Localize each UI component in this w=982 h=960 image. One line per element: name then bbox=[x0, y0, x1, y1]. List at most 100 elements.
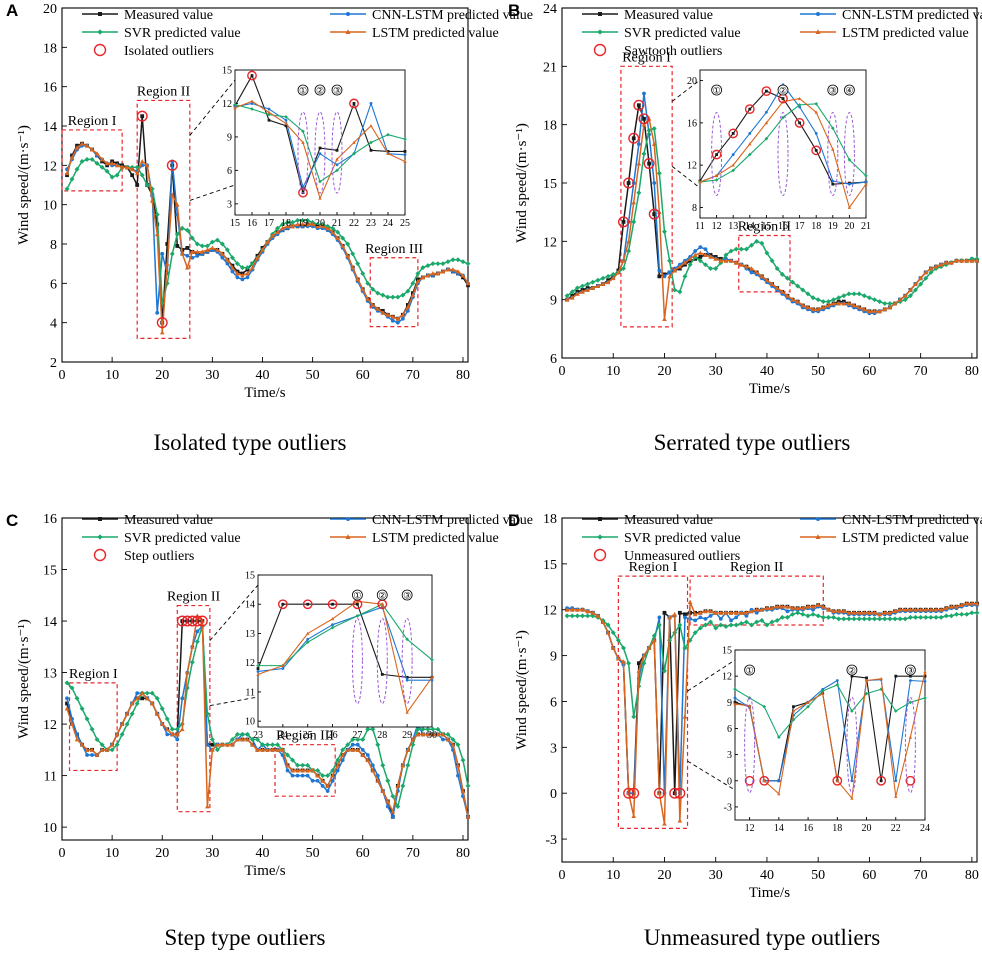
data-point-svr bbox=[928, 269, 934, 275]
plot-frame bbox=[61, 517, 469, 841]
series-line-cnn_lstm bbox=[257, 606, 432, 681]
data-point-measured bbox=[100, 159, 104, 164]
marker-badge bbox=[711, 84, 722, 96]
data-point-cnn_lstm bbox=[240, 277, 245, 282]
data-point-lstm bbox=[460, 272, 466, 278]
data-point-svr bbox=[325, 773, 331, 779]
legend-marker-cnn_lstm bbox=[346, 12, 350, 16]
data-point-measured bbox=[267, 118, 271, 122]
x-tick-label: 40 bbox=[255, 368, 269, 383]
data-point-lstm bbox=[749, 266, 754, 271]
data-point-cnn_lstm bbox=[370, 763, 375, 768]
data-point-lstm bbox=[862, 610, 867, 615]
data-point-lstm bbox=[109, 160, 115, 166]
data-point-measured bbox=[657, 274, 662, 279]
data-point-svr bbox=[385, 294, 391, 300]
data-point-svr bbox=[795, 283, 801, 289]
data-point-svr bbox=[164, 280, 170, 286]
x-tick-label: 10 bbox=[606, 364, 620, 379]
data-point-lstm bbox=[902, 293, 908, 298]
data-point-svr bbox=[943, 262, 949, 268]
y-tick-label: 2 bbox=[50, 356, 57, 371]
outlier-marker bbox=[617, 216, 629, 228]
data-point-svr bbox=[864, 691, 869, 696]
data-point-svr bbox=[631, 219, 637, 225]
data-point-svr bbox=[300, 762, 306, 768]
marker-number: ① bbox=[353, 591, 361, 601]
legend-label-cnn_lstm: CNN-LSTM predicted value bbox=[842, 513, 982, 528]
series-group bbox=[564, 91, 980, 322]
data-point-lstm bbox=[245, 271, 250, 276]
outlier-marker bbox=[711, 149, 722, 160]
outlier-marker bbox=[794, 117, 805, 128]
legend-label-measured: Measured value bbox=[624, 8, 713, 23]
series-line-svr bbox=[258, 603, 433, 667]
data-point-lstm bbox=[718, 258, 724, 263]
data-point-svr bbox=[179, 225, 185, 231]
data-point-measured bbox=[749, 268, 754, 273]
y-tick-label: 20 bbox=[43, 2, 57, 17]
outlier-marker bbox=[628, 132, 640, 144]
data-point-svr bbox=[435, 261, 441, 267]
data-point-svr bbox=[877, 616, 883, 622]
data-point-svr bbox=[345, 742, 351, 748]
data-point-lstm bbox=[380, 602, 384, 606]
data-point-svr bbox=[84, 716, 90, 722]
marker-badge bbox=[352, 589, 363, 601]
marker-number: ② bbox=[378, 591, 386, 601]
data-point-lstm bbox=[119, 721, 125, 726]
outlier-marker bbox=[191, 615, 203, 627]
marker-number: ① bbox=[746, 666, 754, 676]
data-point-lstm bbox=[846, 610, 852, 615]
data-point-svr bbox=[425, 726, 431, 732]
legend-label-svr: SVR predicted value bbox=[624, 26, 741, 41]
data-point-lstm bbox=[320, 223, 325, 229]
data-point-lstm bbox=[569, 295, 575, 300]
x-tick-label: 20 bbox=[657, 868, 671, 883]
data-point-lstm bbox=[892, 301, 898, 306]
data-point-lstm bbox=[284, 121, 288, 125]
data-point-lstm bbox=[385, 312, 391, 317]
y-tick-label: 16 bbox=[687, 118, 697, 129]
y-axis-title: Wind speed/(m·s⁻¹) bbox=[514, 630, 530, 750]
data-point-svr bbox=[233, 102, 237, 107]
highlight-ellipse bbox=[843, 112, 855, 196]
x-tick-label: 20 bbox=[862, 823, 872, 834]
x-tick-label: 23 bbox=[366, 218, 376, 229]
data-point-svr bbox=[661, 229, 667, 235]
y-tick-label: 4 bbox=[50, 317, 57, 332]
data-point-svr bbox=[687, 262, 693, 268]
data-point-lstm bbox=[739, 262, 744, 267]
data-point-lstm bbox=[564, 607, 570, 612]
data-point-cnn_lstm bbox=[698, 615, 703, 620]
data-point-svr bbox=[89, 726, 95, 732]
data-point-cnn_lstm bbox=[798, 105, 801, 109]
data-point-lstm bbox=[797, 96, 802, 100]
data-point-svr bbox=[94, 160, 100, 166]
data-point-lstm bbox=[805, 604, 811, 609]
data-point-cnn_lstm bbox=[698, 245, 703, 250]
data-point-svr bbox=[820, 689, 825, 693]
data-point-measured bbox=[335, 148, 339, 152]
y-tick-label: 8 bbox=[50, 238, 57, 253]
data-point-lstm bbox=[769, 281, 775, 287]
x-tick-label: 24 bbox=[278, 730, 288, 741]
data-point-lstm bbox=[744, 264, 749, 269]
data-point-svr bbox=[275, 742, 281, 748]
data-point-svr bbox=[99, 742, 105, 748]
data-point-lstm bbox=[790, 605, 795, 611]
y-tick-label: 15 bbox=[245, 571, 255, 582]
data-point-lstm bbox=[595, 283, 601, 288]
data-point-lstm bbox=[636, 161, 642, 166]
data-point-measured bbox=[662, 272, 667, 277]
inset-connector bbox=[189, 79, 236, 136]
data-point-lstm bbox=[631, 813, 637, 819]
data-point-lstm bbox=[425, 731, 431, 737]
data-point-lstm bbox=[723, 610, 729, 615]
data-point-svr bbox=[682, 645, 688, 651]
data-point-lstm bbox=[455, 269, 461, 274]
data-point-svr bbox=[350, 737, 356, 743]
data-point-lstm bbox=[616, 656, 621, 661]
data-point-lstm bbox=[841, 301, 847, 306]
data-point-lstm bbox=[114, 162, 120, 168]
